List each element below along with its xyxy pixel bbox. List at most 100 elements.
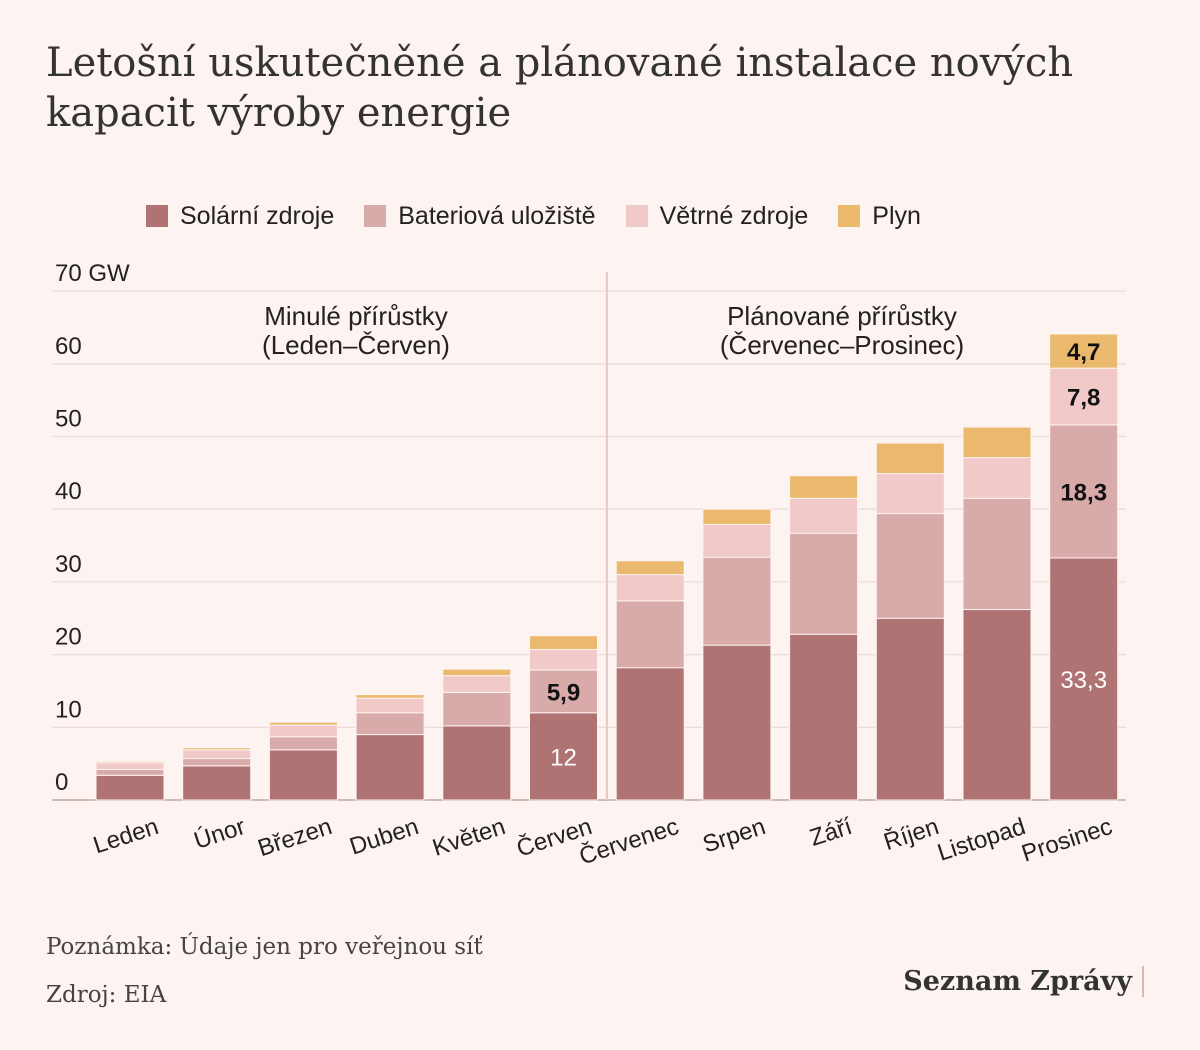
bar-segment-solarni-zdroje: [95, 774, 165, 801]
x-tick-label: Září: [807, 813, 856, 852]
bars: [95, 333, 1119, 801]
section-label-past: Minulé přírůstky: [264, 301, 448, 331]
bar-segment-plyn: [95, 760, 165, 764]
gridlines: [52, 290, 1126, 801]
bar-segment-bateriova-uloziste: [875, 513, 945, 619]
legend-label-solar: Solární zdroje: [180, 201, 335, 230]
bar-segment-plyn: [615, 560, 685, 576]
bar-segment-vetrne-zdroje: [789, 497, 859, 534]
legend-swatch-gas: [838, 205, 861, 227]
data-label: 7,8: [1067, 385, 1100, 412]
legend: Solární zdroje Bateriová uložiště Větrné…: [146, 198, 951, 234]
y-tick-label: 0: [55, 769, 68, 796]
legend-item-solar: Solární zdroje: [146, 202, 334, 231]
data-label: 18,3: [1060, 479, 1107, 506]
bar-segment-bateriova-uloziste: [529, 669, 598, 714]
y-tick-label: 40: [55, 478, 82, 505]
bar-segment-plyn: [355, 694, 425, 699]
x-tick-label: Březen: [255, 813, 336, 862]
legend-swatch-solar: [146, 205, 168, 227]
bar-segment-vetrne-zdroje: [875, 473, 945, 515]
bar-segment-plyn: [789, 475, 859, 499]
bar-segment-vetrne-zdroje: [268, 724, 338, 738]
bar-segment-solarni-zdroje: [875, 617, 945, 801]
x-tick-label: Únor: [191, 813, 249, 855]
x-tick-label: Duben: [346, 813, 422, 861]
x-tick-label: Říjen: [881, 813, 943, 856]
bar-segment-vetrne-zdroje: [962, 457, 1032, 499]
bar-segment-bateriova-uloziste: [95, 768, 165, 776]
x-tick-label: Květen: [429, 813, 508, 862]
x-tick-label: Listopad: [934, 813, 1029, 867]
legend-item-gas: Plyn: [838, 202, 921, 231]
bar-segment-bateriova-uloziste: [182, 758, 252, 767]
bar-segment-plyn: [268, 721, 338, 726]
bar-segment-solarni-zdroje: [789, 633, 859, 801]
footnote: Poznámka: Údaje jen pro veřejnou síť: [46, 934, 483, 960]
stacked-bar-chart: 0 10 20 30 40 50 60 70 GW 12 5,9 33,3 18,3 7,8 4,7 L…: [52, 260, 1126, 870]
legend-label-wind: Větrné zdroje: [659, 201, 809, 230]
section-sublabel-past: (Leden–Červen): [262, 330, 450, 360]
bar-segment-plyn: [182, 747, 252, 751]
bar-segment-plyn: [962, 426, 1032, 459]
bar-segment-vetrne-zdroje: [1049, 367, 1119, 426]
y-tick-label: 70 GW: [55, 260, 130, 287]
legend-swatch-wind: [625, 205, 648, 227]
bar-segment-solarni-zdroje: [182, 765, 252, 801]
x-tick-label: Srpen: [699, 813, 768, 858]
section-label-planned: Plánované přírůstky: [727, 301, 957, 331]
bar-segment-solarni-zdroje: [962, 609, 1032, 801]
brand-logo: Seznam Zprávy: [903, 966, 1144, 997]
legend-swatch-battery: [364, 205, 387, 227]
bar-segment-vetrne-zdroje: [182, 749, 252, 760]
data-label: 5,9: [547, 679, 580, 706]
legend-label-battery: Bateriová uložiště: [398, 201, 596, 230]
data-label: 12: [550, 744, 577, 771]
x-axis-ticks: Leden Únor Březen Duben Květen ČervenČervenec…: [90, 812, 1116, 870]
x-tick-label: Červenec: [576, 812, 682, 870]
bar-segment-plyn: [702, 508, 772, 525]
y-tick-label: 60: [55, 333, 82, 360]
bar-segment-solarni-zdroje: [268, 749, 338, 801]
bar-segment-solarni-zdroje: [442, 725, 512, 801]
x-tick-label: Prosinec: [1018, 813, 1115, 868]
bar-segment-vetrne-zdroje: [529, 649, 598, 671]
bar-segment-bateriova-uloziste: [702, 556, 772, 646]
bar-segment-plyn: [442, 668, 512, 677]
bar-segment-bateriova-uloziste: [442, 691, 512, 727]
bar-segment-solarni-zdroje: [529, 712, 598, 801]
bar-segment-plyn: [529, 635, 598, 651]
bar-segment-bateriova-uloziste: [268, 736, 338, 751]
y-tick-label: 20: [55, 624, 82, 651]
bar-segment-vetrne-zdroje: [615, 574, 685, 602]
bar-segment-bateriova-uloziste: [1049, 424, 1119, 559]
data-labels: 12 5,9 33,3 18,3 7,8 4,7: [547, 339, 1107, 771]
bar-segment-bateriova-uloziste: [789, 532, 859, 635]
x-tick-label: Leden: [90, 813, 162, 859]
bar-segment-solarni-zdroje: [702, 644, 772, 801]
bar-segment-vetrne-zdroje: [442, 675, 512, 693]
bar-segment-solarni-zdroje: [615, 667, 685, 801]
bar-segment-bateriova-uloziste: [615, 600, 685, 669]
y-tick-label: 50: [55, 406, 82, 433]
section-sublabel-planned: (Červenec–Prosinec): [720, 330, 964, 360]
data-label: 33,3: [1060, 667, 1107, 694]
legend-item-wind: Větrné zdroje: [625, 201, 809, 231]
chart-title: Letošní uskutečněné a plánované instalac…: [46, 40, 1074, 136]
legend-label-gas: Plyn: [872, 201, 921, 230]
y-axis-ticks: 0 10 20 30 40 50 60 70 GW: [55, 260, 130, 796]
bar-segment-bateriova-uloziste: [355, 712, 425, 736]
source: Zdroj: EIA: [46, 982, 167, 1008]
bar-segment-vetrne-zdroje: [95, 762, 165, 770]
bar-segment-vetrne-zdroje: [355, 697, 425, 714]
bar-segment-solarni-zdroje: [355, 734, 425, 801]
bar-segment-plyn: [1049, 333, 1119, 369]
bar-segment-solarni-zdroje: [1049, 557, 1119, 801]
y-tick-label: 10: [55, 696, 82, 723]
data-label: 4,7: [1067, 339, 1100, 366]
bar-segment-vetrne-zdroje: [702, 523, 772, 558]
y-tick-label: 30: [55, 551, 82, 578]
bar-segment-bateriova-uloziste: [962, 497, 1032, 611]
bar-segment-plyn: [875, 442, 945, 475]
legend-item-battery: Bateriová uložiště: [364, 201, 596, 231]
